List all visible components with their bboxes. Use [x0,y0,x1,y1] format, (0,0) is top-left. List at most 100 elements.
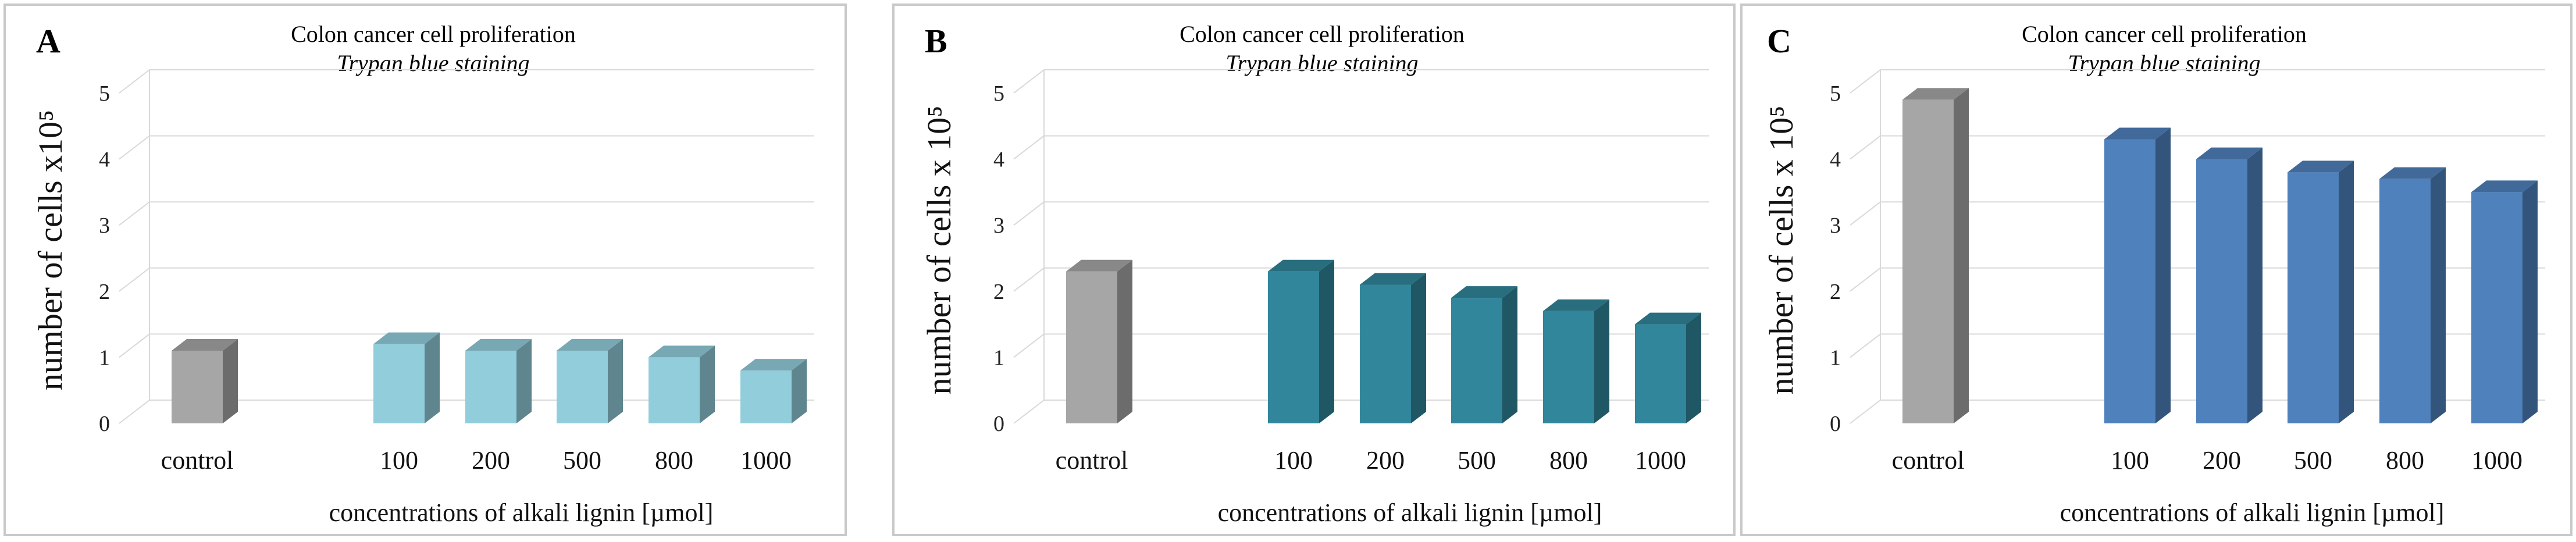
bar-100 [2104,127,2171,423]
gridline-side [1850,135,1881,160]
bar-control [172,339,238,423]
x-tick-label: control [1892,446,1965,475]
y-tick-label: 4 [993,148,1004,172]
bar-front [649,357,700,423]
bar-500 [1451,286,1517,423]
bar-1000 [2471,180,2538,423]
bar-top [1902,88,1969,100]
bar-top [1360,273,1426,285]
bar-front [1635,324,1686,423]
bars [172,332,807,423]
gridline-side [119,400,150,424]
bar-side [608,339,623,423]
bar-top [373,332,440,344]
panel-letter: C [1767,22,1791,60]
y-axis-label: number of cells x10⁵ [31,110,69,391]
gridline-side [1013,135,1045,160]
chart-title: Colon cancer cell proliferation [291,21,576,47]
y-tick-label: 3 [993,213,1004,238]
bar-200 [2196,147,2263,423]
bar-side [1686,312,1701,423]
bar-front [1268,271,1319,423]
bar-200 [1360,273,1426,423]
bar-800 [649,345,715,423]
bar-top [2471,180,2538,192]
x-axis-label: concentrations of alkali lignin [µmol] [329,498,714,527]
bar-side [1954,88,1969,424]
y-tick-label: 5 [1830,81,1841,106]
x-tick-label: 1000 [2471,446,2522,475]
y-tick-label: 3 [99,213,110,238]
bar-front [465,351,516,423]
bars [1066,259,1701,423]
x-tick-labels: control 100 200 500 800 1000 [1892,446,2522,475]
x-tick-label: 500 [563,446,601,475]
x-tick-label: 200 [1366,446,1405,475]
y-tick-label: 5 [993,81,1004,106]
bar-top [1635,312,1701,325]
bar-1000 [1635,312,1701,423]
bar-top [465,339,532,351]
y-tick-labels: 0 1 2 3 4 5 [1830,81,1841,436]
gridline-side [1013,268,1045,292]
bar-top [649,345,715,358]
bar-front [1902,99,1954,424]
x-tick-label: 500 [2294,446,2332,475]
x-tick-label: 1000 [1635,446,1686,475]
y-tick-label: 5 [99,81,110,106]
x-tick-label: 800 [1549,446,1588,475]
y-tick-labels: 0 1 2 3 4 5 [993,81,1004,436]
chart-panel-a: A Colon cancer cell proliferation Trypan… [3,3,847,536]
gridline-side [119,268,150,292]
bar-side [2339,161,2354,423]
bar-front [2104,139,2155,423]
y-tick-label: 4 [99,148,110,172]
y-axis-label: number of cells x 10⁵ [1762,106,1800,395]
bars [1902,88,2538,424]
x-tick-label: 800 [655,446,693,475]
gridline-side [119,69,150,94]
bar-500 [557,339,623,423]
chart-svg-b: B Colon cancer cell proliferation Trypan… [920,21,1709,527]
gridline-side [1013,400,1045,424]
bar-top [1451,286,1517,298]
bar-top [1543,299,1609,311]
bar-front [1451,298,1502,423]
bar-side [2522,180,2538,423]
bar-side [1502,286,1517,423]
bar-side [425,332,440,423]
x-tick-label: control [161,446,234,475]
gridline-side [1850,201,1881,226]
bar-top [557,339,623,351]
y-tick-label: 0 [993,412,1004,436]
bar-top [1066,259,1132,272]
bar-front [557,351,608,423]
x-axis-label: concentrations of alkali lignin [µmol] [1218,498,1602,527]
chart-panel-b: B Colon cancer cell proliferation Trypan… [892,3,1736,536]
y-tick-label: 0 [99,412,110,436]
bar-side [2247,147,2263,423]
gridline-side [1850,268,1881,292]
bar-side [1319,259,1334,423]
bar-front [373,344,425,423]
x-tick-label: 100 [380,446,418,475]
gridline-side [119,135,150,160]
chart-subtitle: Trypan blue staining [337,50,529,76]
chart-subtitle: Trypan blue staining [2068,50,2260,76]
panel-letter: B [925,22,947,60]
gridline-side [119,201,150,226]
chart-panel-c: C Colon cancer cell proliferation Trypan… [1740,3,2573,536]
gridline-side [1850,400,1881,424]
bar-top [1268,259,1334,272]
bar-side [2155,127,2171,423]
bar-top [740,359,807,371]
gridline-side [119,333,150,358]
gridline-side [1013,201,1045,226]
x-axis-label: concentrations of alkali lignin [µmol] [2060,498,2445,527]
bar-800 [1543,299,1609,423]
chart-title: Colon cancer cell proliferation [1180,21,1465,47]
bar-front [172,351,223,423]
x-tick-label: 200 [472,446,510,475]
x-tick-label: 1000 [740,446,792,475]
bar-front [1066,271,1117,423]
